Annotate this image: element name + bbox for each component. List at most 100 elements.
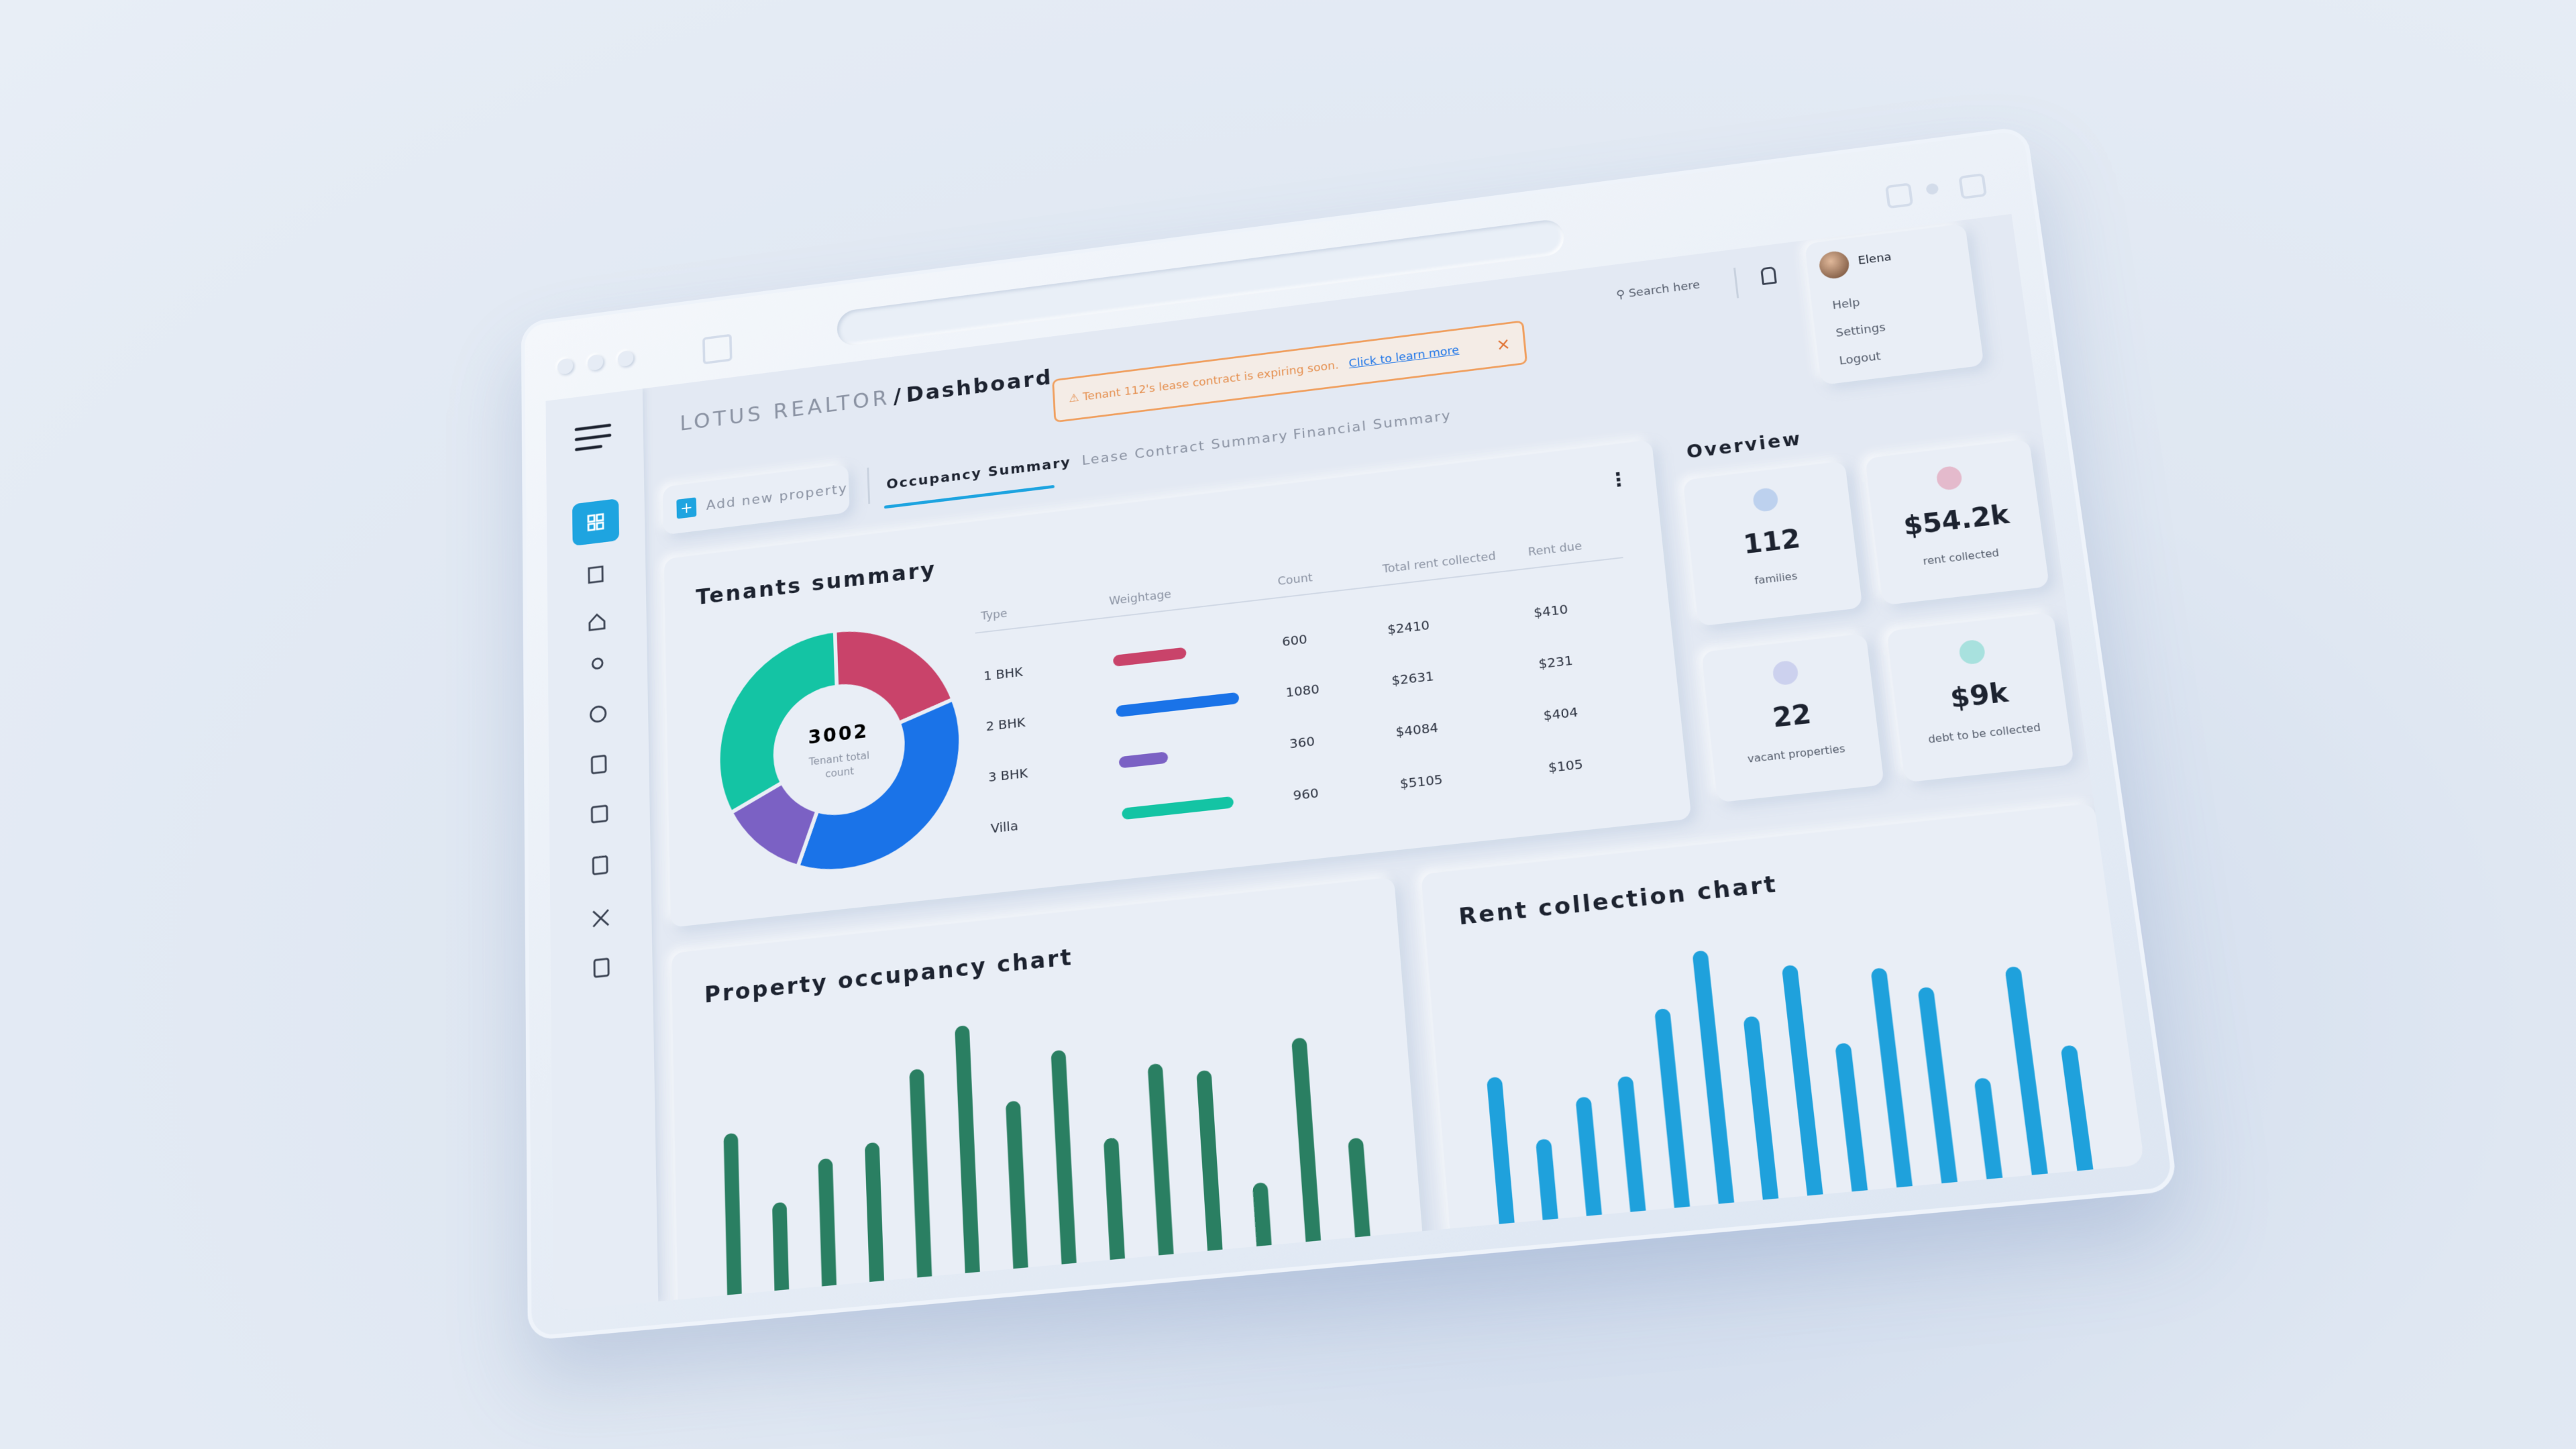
overview-label: debt to be collected <box>1900 718 2070 749</box>
page-title: Dashboard <box>906 365 1053 407</box>
separator: / <box>893 384 904 409</box>
column-header: Type <box>980 606 1008 623</box>
window-dot[interactable] <box>557 358 574 375</box>
divider <box>1733 268 1739 299</box>
row-count: 1080 <box>1285 682 1320 700</box>
row-count: 360 <box>1289 735 1315 752</box>
bar <box>731 1141 735 1311</box>
menu-icon[interactable] <box>576 425 610 449</box>
user-menu: Elena Help Settings Logout <box>1805 223 1984 385</box>
tab-icon[interactable] <box>702 334 733 365</box>
nav-active[interactable] <box>572 498 619 546</box>
bar <box>1544 1147 1553 1248</box>
browser-icon[interactable] <box>1925 182 1939 195</box>
bar <box>1701 959 1729 1232</box>
nav-icon[interactable] <box>594 959 608 977</box>
chart-card: Rent collection chart <box>1421 803 2145 1285</box>
bar <box>1983 1086 1998 1208</box>
bar <box>825 1166 830 1311</box>
bar <box>1625 1084 1641 1240</box>
column-header: Total rent collected <box>1381 549 1496 576</box>
nav-icon[interactable] <box>593 910 608 926</box>
bar <box>1260 1191 1266 1274</box>
bar <box>1790 973 1819 1223</box>
sidebar <box>545 388 658 1311</box>
alert-link[interactable]: Click to learn more <box>1348 343 1460 370</box>
stage: LOTUS REALTOR / Dashboard ⚲ Search here … <box>0 0 2576 1449</box>
overview-label: vacant properties <box>1713 739 1880 769</box>
row-rent: $2410 <box>1387 619 1430 637</box>
close-alert[interactable]: × <box>1495 324 1513 366</box>
nav-icon[interactable] <box>590 706 606 722</box>
row-count: 600 <box>1281 633 1307 649</box>
overview-title: Overview <box>1686 428 1803 462</box>
search-text: Search here <box>1628 278 1701 300</box>
bar <box>872 1150 877 1309</box>
overview-card: 112 families <box>1683 461 1863 626</box>
bar <box>780 1210 782 1311</box>
bar <box>1356 1146 1364 1265</box>
menu-item[interactable]: Help <box>1831 296 1860 312</box>
row-type: 2 BHK <box>985 716 1026 735</box>
nav-icon[interactable] <box>592 755 606 773</box>
overview-label: rent collected <box>1878 541 2045 573</box>
header-rule <box>975 557 1623 633</box>
column-header: Rent due <box>1527 539 1582 558</box>
search[interactable]: ⚲ Search here <box>1615 278 1701 302</box>
bar <box>1752 1024 1774 1228</box>
chart-card: Property occupancy chart <box>672 877 1427 1311</box>
alert: ⚠ Tenant 112's lease contract is expirin… <box>1052 320 1527 423</box>
main: LOTUS REALTOR / Dashboard ⚲ Search here … <box>643 214 2145 1301</box>
tab[interactable]: Financial Summary <box>1293 408 1452 443</box>
bar <box>1584 1105 1597 1244</box>
weightage-bar <box>1122 698 1233 711</box>
browser-icon[interactable] <box>1885 182 1913 209</box>
brand: LOTUS REALTOR <box>680 386 891 436</box>
bar <box>1495 1085 1509 1251</box>
add-text: Add new property <box>706 481 848 513</box>
bar <box>1926 995 1953 1211</box>
weightage-bar <box>1119 653 1180 661</box>
bar <box>1059 1058 1071 1291</box>
nav-icon[interactable] <box>592 658 602 669</box>
menu-item[interactable]: Logout <box>1839 350 1882 368</box>
bar <box>1204 1078 1217 1278</box>
bar <box>1112 1146 1120 1287</box>
overview-value: $54.2k <box>1872 496 2041 545</box>
divider <box>867 468 870 504</box>
window-dot[interactable] <box>588 354 604 372</box>
row-type: 3 BHK <box>988 766 1029 785</box>
window-dot[interactable] <box>618 350 634 368</box>
chart <box>672 877 1427 1311</box>
user-name[interactable]: Elena <box>1858 250 1892 267</box>
row-due: $105 <box>1548 757 1584 775</box>
bar <box>2070 1053 2089 1199</box>
overview-card: 22 vacant properties <box>1701 633 1884 802</box>
row-count: 960 <box>1293 786 1319 804</box>
bar <box>1299 1045 1316 1269</box>
overview-value: $9k <box>1894 672 2065 720</box>
nav-icon[interactable] <box>593 856 607 874</box>
nav-icon[interactable] <box>590 614 604 630</box>
plus-icon: + <box>676 497 696 519</box>
nav-icon[interactable] <box>592 806 607 822</box>
avatar[interactable] <box>1818 250 1851 280</box>
menu-item[interactable]: Settings <box>1835 321 1886 339</box>
screen: LOTUS REALTOR / Dashboard ⚲ Search here … <box>545 214 2145 1311</box>
overview-icon <box>1935 466 1963 491</box>
overview-icon <box>1772 660 1799 686</box>
bar <box>1155 1071 1168 1283</box>
overview-card: $54.2k rent collected <box>1865 439 2049 605</box>
row-due: $404 <box>1543 705 1578 723</box>
nav-icon[interactable] <box>589 567 602 583</box>
row-type: 1 BHK <box>983 665 1024 684</box>
add-property[interactable]: + Add new property <box>663 464 850 535</box>
overview: 112 families $54.2k rent collected 22 vacant … <box>1683 438 2084 816</box>
row-due: $231 <box>1538 653 1574 672</box>
browser-icon[interactable] <box>1958 173 1987 199</box>
bell-icon[interactable] <box>1760 266 1777 285</box>
bar <box>1843 1051 1863 1220</box>
row-rent: $5105 <box>1399 773 1443 792</box>
bar <box>962 1033 973 1300</box>
tab[interactable]: Lease Contract Summary <box>1081 428 1289 468</box>
